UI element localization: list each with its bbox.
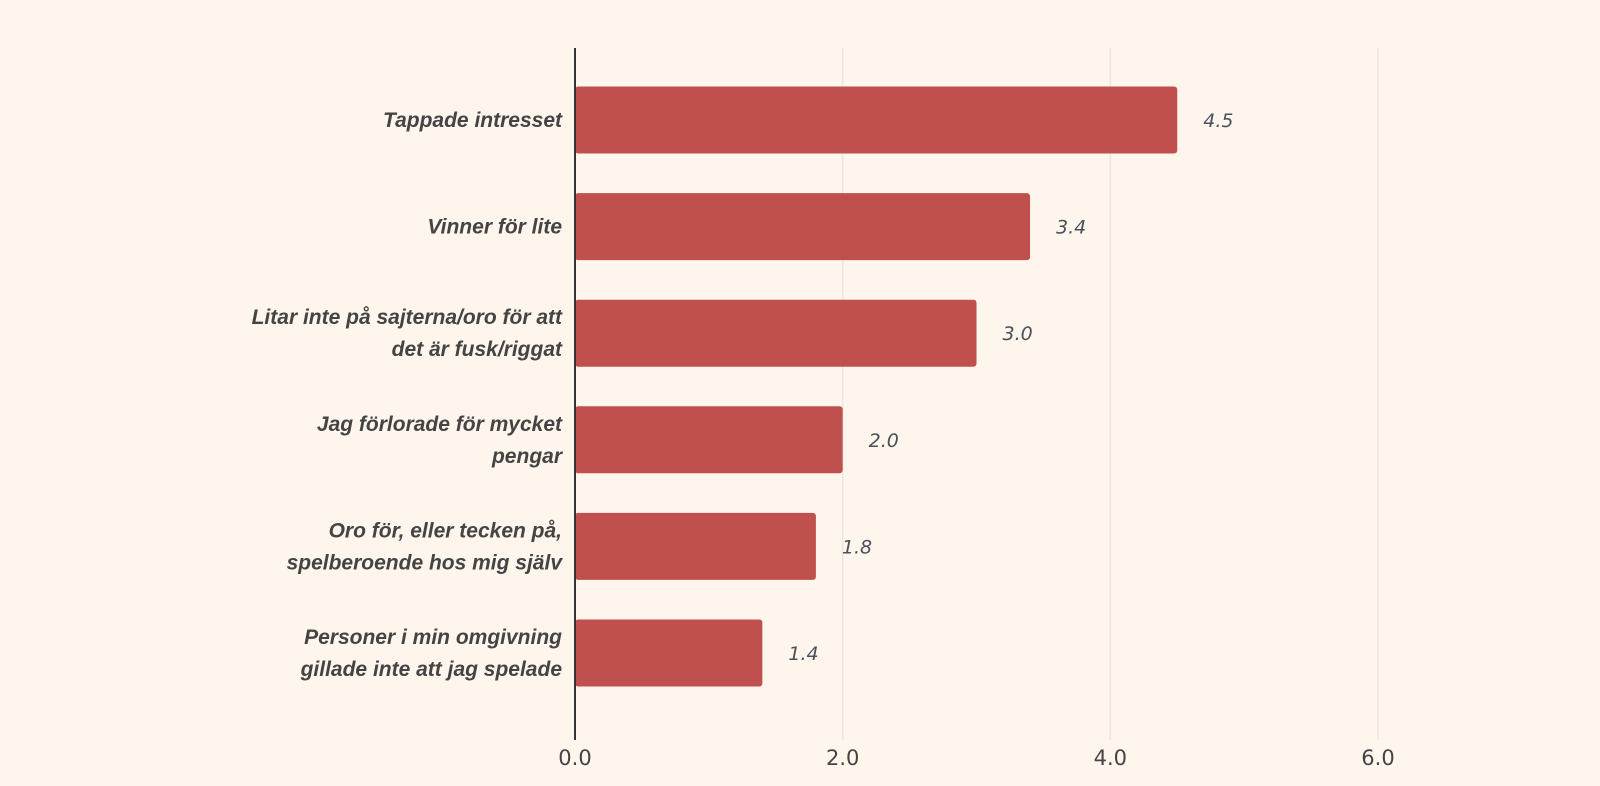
- data-label: 2.0: [869, 430, 899, 452]
- bar: [575, 299, 977, 367]
- category-label: Jag förlorade för mycket pengar: [317, 413, 564, 468]
- bar: [575, 86, 1178, 154]
- category-label: Personer i min omgivning gillade inte att…: [300, 626, 563, 681]
- x-tick-label: 6.0: [1361, 746, 1394, 770]
- data-label: 4.5: [1203, 110, 1233, 132]
- data-label: 3.0: [1003, 323, 1033, 345]
- data-label: 1.4: [788, 643, 818, 665]
- data-label: 1.8: [842, 536, 872, 558]
- x-tick-label: 0.0: [558, 746, 591, 770]
- bar: [575, 512, 816, 580]
- bar: [575, 619, 763, 687]
- x-tick-label: 4.0: [1094, 746, 1127, 770]
- bar: [575, 193, 1031, 261]
- category-label: Tappade intresset: [383, 109, 563, 132]
- category-label: Vinner för lite: [427, 216, 562, 239]
- category-label: Oro för, eller tecken på, spelberoende ho…: [287, 519, 564, 574]
- x-tick-label: 2.0: [826, 746, 859, 770]
- category-label: Litar inte på sajterna/oro för att det är…: [252, 306, 563, 361]
- bar: [575, 406, 843, 474]
- data-label: 3.4: [1056, 217, 1086, 239]
